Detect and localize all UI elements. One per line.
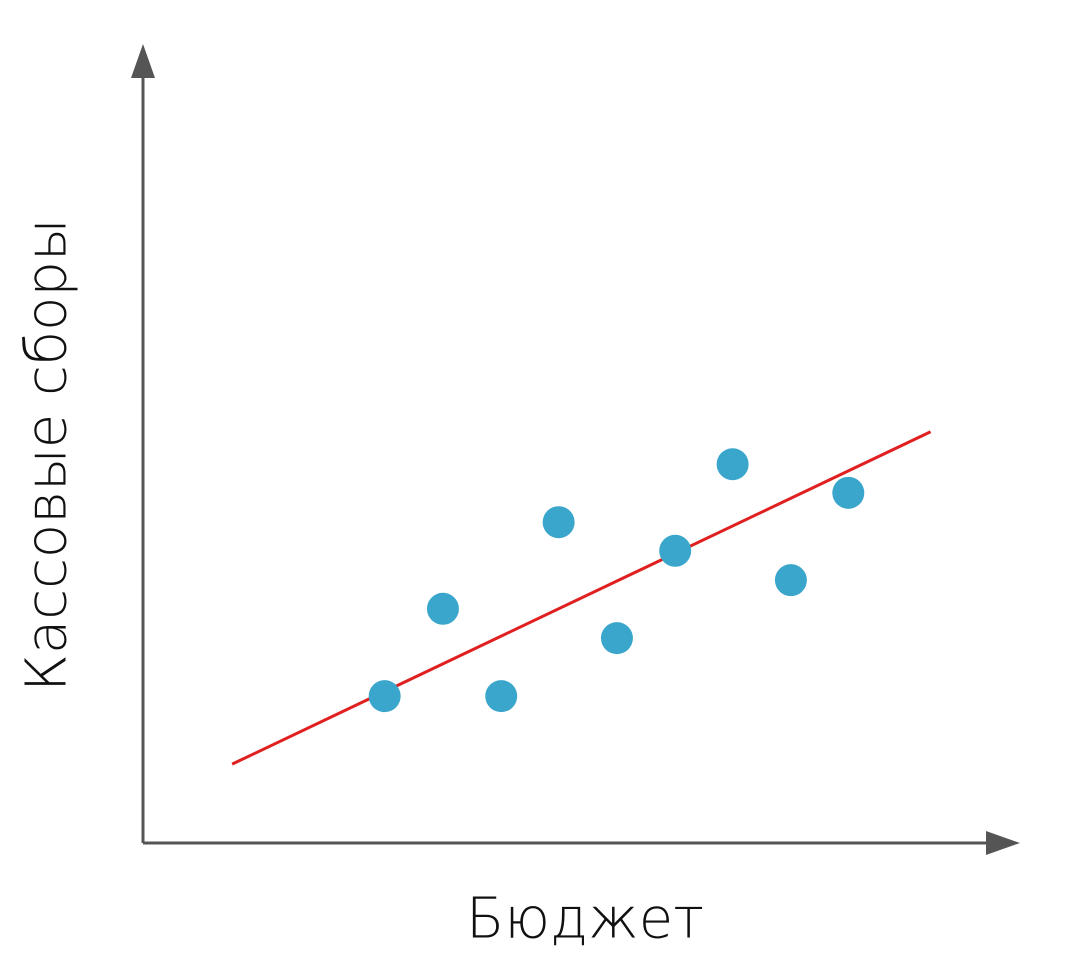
point [659, 534, 692, 567]
point [716, 448, 749, 481]
x-axis-arrow [986, 831, 1020, 855]
point [426, 592, 459, 625]
point [832, 476, 865, 509]
trend-line [231, 430, 932, 766]
point [485, 680, 518, 713]
point [368, 680, 401, 713]
y-axis-label: Кассовые сборы [14, 218, 79, 692]
point [542, 506, 575, 539]
point [600, 622, 633, 655]
point [774, 564, 807, 597]
y-axis-arrow [131, 44, 155, 78]
x-axis-label: Бюджет [466, 886, 704, 951]
